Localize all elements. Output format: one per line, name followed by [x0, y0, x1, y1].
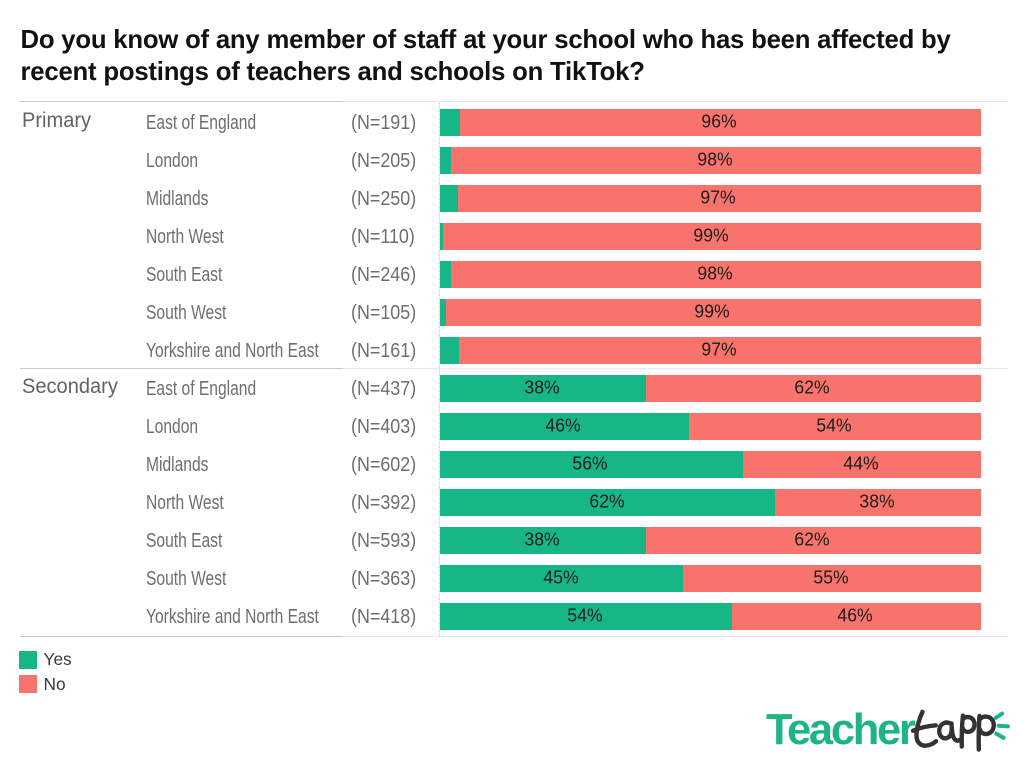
svg-text:Teacher: Teacher [766, 706, 916, 754]
